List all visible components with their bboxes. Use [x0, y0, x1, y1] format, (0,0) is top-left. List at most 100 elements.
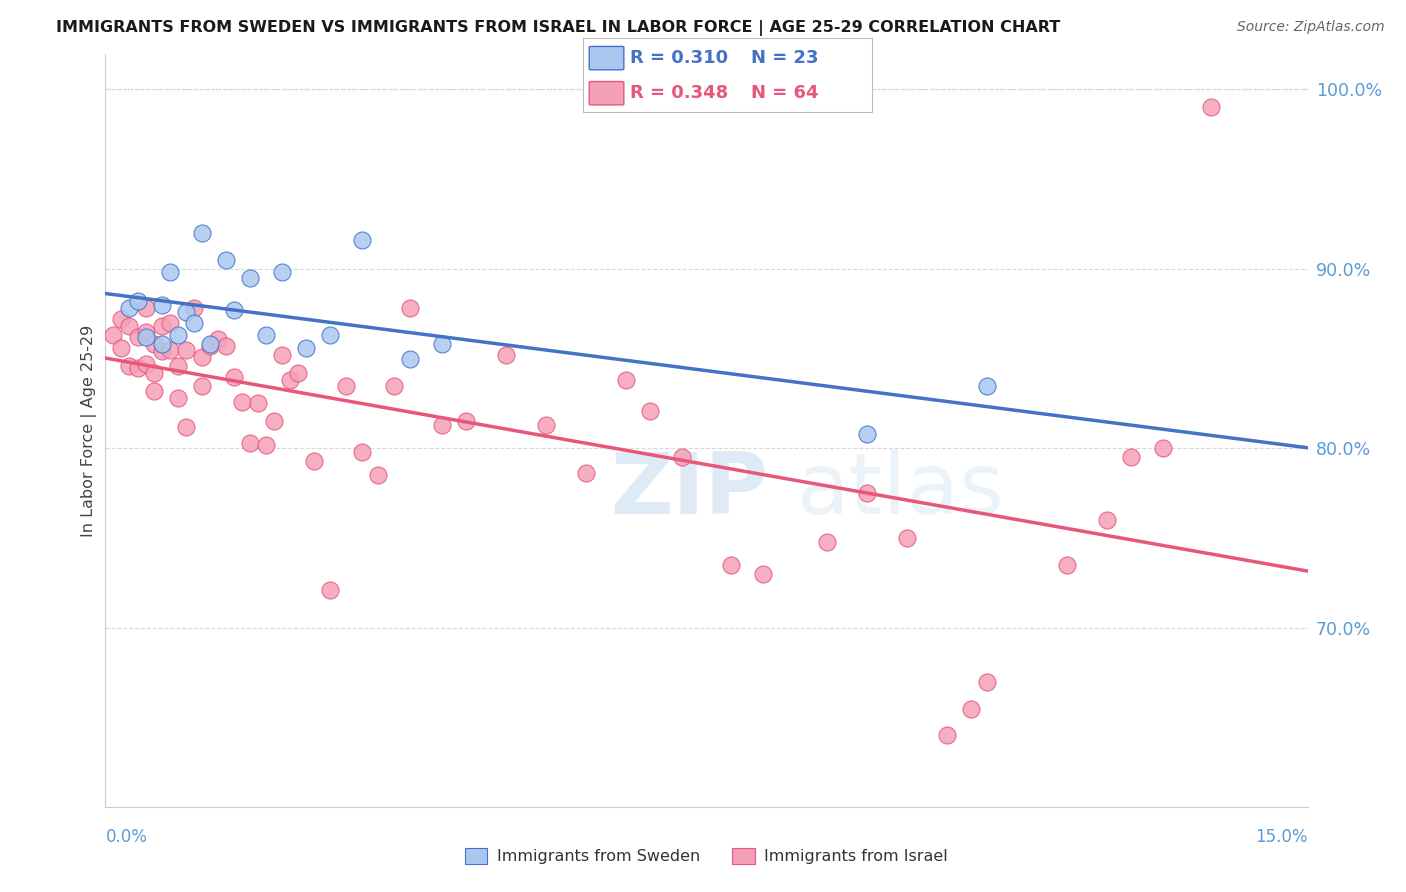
Point [367, 468, 389, 483]
Point [254, 328, 277, 343]
Text: R = 0.310: R = 0.310 [630, 49, 728, 67]
Point [350, 445, 373, 459]
FancyBboxPatch shape [589, 81, 624, 105]
Point [222, 303, 245, 318]
Point [166, 359, 188, 373]
Point [142, 337, 165, 351]
Point [976, 378, 998, 392]
Point [110, 312, 132, 326]
Point [239, 436, 262, 450]
Point [382, 378, 405, 392]
Point [166, 328, 188, 343]
Point [270, 348, 292, 362]
Point [720, 558, 742, 572]
Point [198, 337, 221, 351]
Point [174, 305, 197, 319]
Point [222, 369, 245, 384]
Point [246, 396, 269, 410]
FancyBboxPatch shape [589, 46, 624, 70]
Point [454, 414, 477, 428]
Point [127, 330, 149, 344]
Point [896, 531, 918, 545]
Text: atlas: atlas [797, 450, 1005, 533]
Point [110, 341, 132, 355]
Point [118, 359, 141, 373]
Point [855, 486, 877, 500]
Point [254, 438, 277, 452]
Point [166, 391, 188, 405]
Point [135, 357, 157, 371]
Point [214, 339, 236, 353]
Point [855, 427, 877, 442]
Point [159, 343, 181, 357]
Point [278, 373, 301, 387]
Text: 15.0%: 15.0% [1256, 828, 1308, 846]
Point [135, 330, 157, 344]
Point [319, 583, 342, 598]
Point [815, 534, 838, 549]
Point [103, 328, 125, 343]
Point [127, 360, 149, 375]
Point [640, 403, 662, 417]
Point [616, 373, 638, 387]
Point [190, 378, 212, 392]
Y-axis label: In Labor Force | Age 25-29: In Labor Force | Age 25-29 [82, 325, 97, 536]
Point [1121, 450, 1143, 465]
Point [1152, 442, 1174, 456]
Text: Source: ZipAtlas.com: Source: ZipAtlas.com [1237, 20, 1385, 34]
Point [1201, 100, 1223, 114]
Point [287, 366, 309, 380]
Point [399, 301, 422, 316]
Point [575, 467, 598, 481]
Point [936, 729, 959, 743]
Point [142, 384, 165, 398]
Point [534, 417, 557, 432]
Text: N = 23: N = 23 [751, 49, 818, 67]
Text: R = 0.348: R = 0.348 [630, 84, 728, 103]
Point [239, 270, 262, 285]
Point [118, 319, 141, 334]
Point [207, 332, 229, 346]
Point [976, 674, 998, 689]
Point [150, 344, 173, 359]
Point [150, 337, 173, 351]
Point [350, 233, 373, 247]
Point [150, 319, 173, 334]
Text: N = 64: N = 64 [751, 84, 818, 103]
Text: ZIP: ZIP [610, 450, 768, 533]
Point [295, 341, 318, 355]
Point [399, 351, 422, 366]
Point [183, 316, 205, 330]
Point [118, 301, 141, 316]
Point [495, 348, 517, 362]
Point [150, 298, 173, 312]
Point [335, 378, 357, 392]
Point [174, 343, 197, 357]
Point [198, 339, 221, 353]
Point [183, 301, 205, 316]
Point [159, 265, 181, 279]
Legend: Immigrants from Sweden, Immigrants from Israel: Immigrants from Sweden, Immigrants from … [458, 842, 955, 871]
Point [751, 566, 773, 581]
Text: IMMIGRANTS FROM SWEDEN VS IMMIGRANTS FROM ISRAEL IN LABOR FORCE | AGE 25-29 CORR: IMMIGRANTS FROM SWEDEN VS IMMIGRANTS FRO… [56, 20, 1060, 36]
Point [270, 265, 292, 279]
Point [671, 450, 693, 465]
Point [135, 301, 157, 316]
Point [127, 294, 149, 309]
Point [190, 226, 212, 240]
Text: 0.0%: 0.0% [105, 828, 148, 846]
Point [1056, 558, 1078, 572]
Point [174, 419, 197, 434]
Point [1097, 513, 1119, 527]
Point [190, 350, 212, 364]
Point [214, 252, 236, 267]
Point [263, 414, 285, 428]
Point [319, 328, 342, 343]
Point [302, 454, 325, 468]
Point [430, 417, 453, 432]
Point [231, 394, 253, 409]
Point [430, 337, 453, 351]
Point [142, 366, 165, 380]
Point [159, 316, 181, 330]
Point [960, 701, 983, 715]
